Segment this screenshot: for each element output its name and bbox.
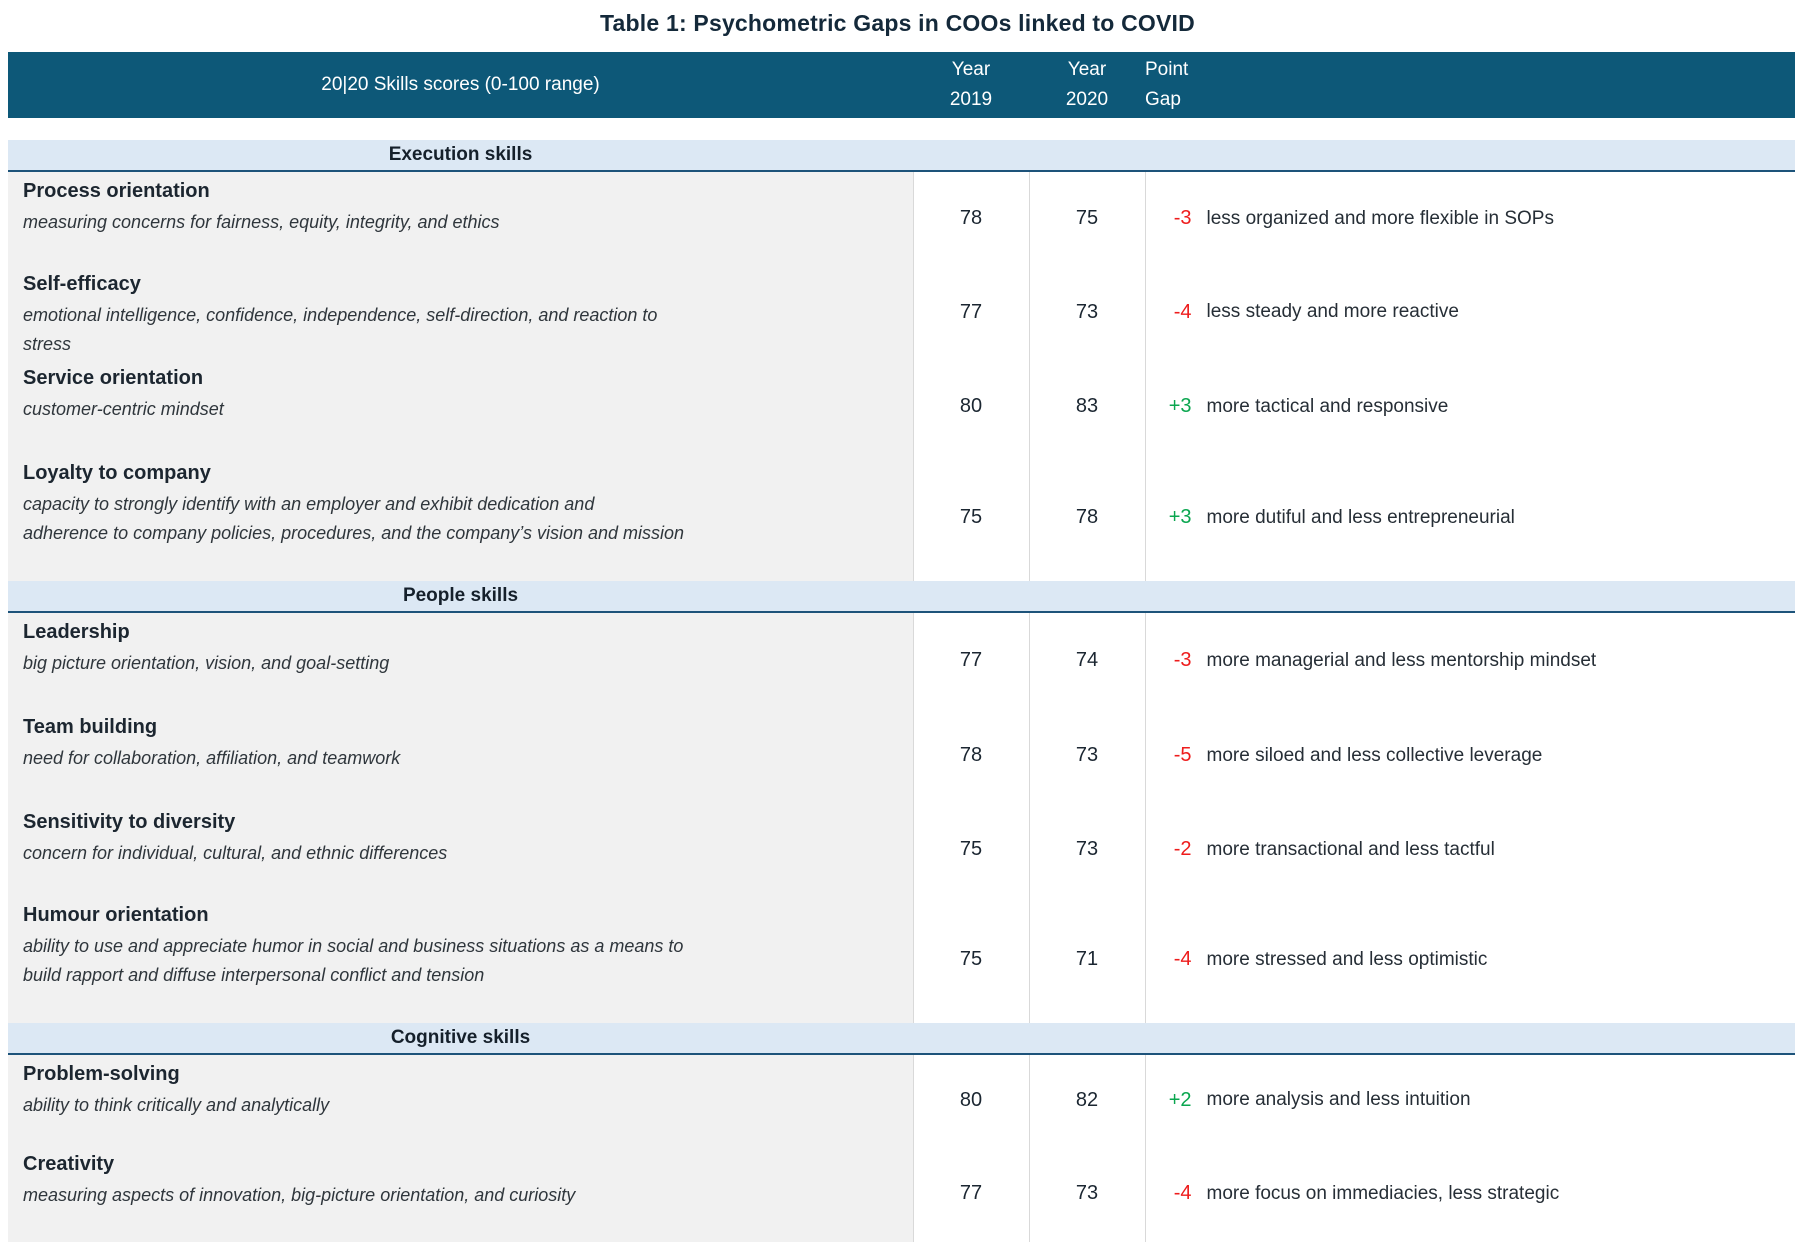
skill-name: Sensitivity to diversity (23, 811, 236, 833)
table-row: Team building need for collaboration, af… (8, 708, 1795, 803)
score-2020: 73 (1028, 708, 1145, 803)
skill-description: customer-centric mindset (23, 399, 224, 419)
score-2020: 73 (1028, 265, 1145, 359)
score-2019: 80 (912, 359, 1029, 454)
score-2020: 78 (1028, 454, 1145, 581)
skill-name: Humour orientation (23, 904, 209, 926)
table-row: Humour orientation ability to use and ap… (8, 896, 1795, 1023)
skill-description: concern for individual, cultural, and et… (23, 843, 448, 863)
score-2019: 77 (912, 1145, 1029, 1242)
point-gap-value: -5 (1173, 744, 1192, 766)
header-point-gap: Point Gap (1145, 52, 1795, 118)
skill-name: Service orientation (23, 367, 204, 389)
score-2020: 82 (1028, 1054, 1145, 1145)
point-gap-value: -3 (1173, 649, 1192, 671)
table-row: Creativity measuring aspects of innovati… (8, 1145, 1795, 1242)
table-row: Service orientation customer-centric min… (8, 359, 1795, 454)
score-2019: 75 (912, 896, 1029, 1023)
skill-description: need for collaboration, affiliation, and… (23, 748, 401, 768)
point-gap-value: -2 (1173, 838, 1192, 860)
point-gap-value: -4 (1173, 948, 1192, 970)
point-gap-value: -4 (1173, 300, 1192, 323)
gap-comment: more tactical and responsive (1206, 395, 1449, 417)
score-2020: 75 (1028, 171, 1145, 265)
table-row: Leadership big picture orientation, visi… (8, 612, 1795, 708)
skill-name: Leadership (23, 621, 130, 643)
gap-comment: more siloed and less collective leverage (1206, 744, 1543, 766)
section-label: Execution skills (388, 144, 533, 165)
score-2019: 77 (912, 612, 1029, 708)
point-gap-value: +2 (1168, 1088, 1192, 1111)
score-2020: 73 (1028, 1145, 1145, 1242)
point-gap-value: +3 (1168, 506, 1192, 528)
header-spacer (8, 118, 1795, 140)
gap-comment: more dutiful and less entrepreneurial (1206, 506, 1515, 528)
gap-comment: more transactional and less tactful (1206, 838, 1495, 860)
score-2019: 78 (912, 708, 1029, 803)
score-2019: 80 (912, 1054, 1029, 1145)
skill-description: measuring concerns for fairness, equity,… (23, 212, 500, 232)
header-year-2020: Year 2020 (1029, 52, 1145, 118)
score-2020: 83 (1028, 359, 1145, 454)
gap-comment: more focus on immediacies, less strategi… (1206, 1182, 1560, 1204)
skill-description: big picture orientation, vision, and goa… (23, 653, 390, 673)
point-gap-value: -4 (1173, 1182, 1192, 1204)
section-header-execution-skills: Execution skills (8, 140, 1795, 172)
table-header-row: 20|20 Skills scores (0-100 range) Year 2… (8, 52, 1795, 118)
skill-description: ability to use and appreciate humor in s… (23, 936, 684, 985)
score-2020: 73 (1028, 803, 1145, 896)
gap-comment: more stressed and less optimistic (1206, 948, 1488, 970)
score-2019: 77 (912, 265, 1029, 359)
score-2019: 78 (912, 171, 1029, 265)
score-2019: 75 (912, 454, 1029, 581)
point-gap-value: -3 (1173, 207, 1192, 229)
psychometric-gaps-table: 20|20 Skills scores (0-100 range) Year 2… (8, 52, 1795, 1242)
section-label: People skills (402, 585, 519, 606)
skill-name: Loyalty to company (23, 462, 211, 484)
score-2020: 74 (1028, 612, 1145, 708)
header-skills-scores: 20|20 Skills scores (0-100 range) (8, 52, 913, 118)
section-header-cognitive-skills: Cognitive skills (8, 1023, 1795, 1055)
section-header-people-skills: People skills (8, 581, 1795, 613)
table-row: Process orientation measuring concerns f… (8, 171, 1795, 265)
point-gap-value: +3 (1168, 395, 1192, 417)
skill-description: emotional intelligence, confidence, inde… (23, 305, 658, 354)
gap-comment: less steady and more reactive (1206, 301, 1459, 322)
skill-description: ability to think critically and analytic… (23, 1095, 330, 1115)
skill-name: Problem-solving (23, 1063, 180, 1085)
score-2020: 71 (1028, 896, 1145, 1023)
skill-description: capacity to strongly identify with an em… (23, 494, 685, 543)
skill-name: Process orientation (23, 180, 210, 202)
gap-comment: less organized and more flexible in SOPs (1206, 207, 1554, 229)
table-row: Self-efficacy emotional intelligence, co… (8, 265, 1795, 359)
header-year-2019: Year 2019 (913, 52, 1029, 118)
skill-name: Self-efficacy (23, 273, 141, 295)
skill-name: Team building (23, 716, 158, 738)
skill-description: measuring aspects of innovation, big-pic… (23, 1185, 576, 1205)
table-row: Loyalty to company capacity to strongly … (8, 454, 1795, 581)
table-row: Sensitivity to diversity concern for ind… (8, 803, 1795, 896)
section-label: Cognitive skills (390, 1027, 531, 1048)
page-title: Table 1: Psychometric Gaps in COOs linke… (600, 9, 1195, 36)
gap-comment: more managerial and less mentorship mind… (1206, 649, 1597, 671)
table-row: Problem-solving ability to think critica… (8, 1054, 1795, 1145)
skill-name: Creativity (23, 1153, 115, 1175)
score-2019: 75 (912, 803, 1029, 896)
gap-comment: more analysis and less intuition (1206, 1089, 1471, 1110)
